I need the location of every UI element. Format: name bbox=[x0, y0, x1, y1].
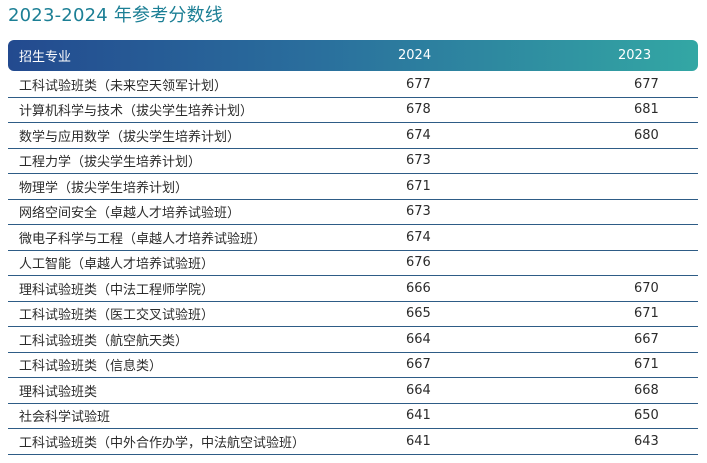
cell-major: 理科试验班类 bbox=[19, 384, 98, 400]
cell-2024: 677 bbox=[406, 76, 431, 92]
table-row: 工科试验班类（航空航天类） 664 667 bbox=[8, 327, 698, 353]
cell-major: 人工智能（卓越人才培养试验班） bbox=[19, 257, 215, 273]
cell-major: 计算机科学与技术（拔尖学生培养计划） bbox=[19, 104, 254, 120]
cell-2024: 673 bbox=[406, 153, 431, 169]
cell-2023: 677 bbox=[634, 76, 659, 92]
table-row: 计算机科学与技术（拔尖学生培养计划） 678 681 bbox=[8, 98, 698, 123]
cell-major: 工科试验班类（航空航天类） bbox=[19, 333, 189, 349]
table-row: 工科试验班类（未来空天领军计划） 677 677 bbox=[8, 72, 698, 98]
table-row: 网络空间安全（卓越人才培养试验班） 673 bbox=[8, 200, 698, 225]
cell-major: 工科试验班类（医工交叉试验班） bbox=[19, 308, 215, 324]
cell-major: 物理学（拔尖学生培养计划） bbox=[19, 180, 189, 196]
table-row: 工科试验班类（信息类） 667 671 bbox=[8, 353, 698, 378]
cell-2024: 641 bbox=[406, 408, 431, 424]
cell-2023: 671 bbox=[634, 306, 659, 322]
table-header: 招生专业 2024 2023 bbox=[8, 40, 698, 71]
cell-2024: 664 bbox=[406, 331, 431, 347]
cell-major: 工科试验班类（信息类） bbox=[19, 359, 163, 375]
cell-major: 数学与应用数学（拔尖学生培养计划） bbox=[19, 129, 241, 145]
cell-2024: 673 bbox=[406, 204, 431, 220]
table-row: 理科试验班类（中法工程师学院） 666 670 bbox=[8, 276, 698, 302]
table-row: 理科试验班类 664 668 bbox=[8, 378, 698, 404]
cell-2023: 670 bbox=[634, 280, 659, 296]
cell-2023: 680 bbox=[634, 127, 659, 143]
table-row: 工程力学（拔尖学生培养计划） 673 bbox=[8, 149, 698, 174]
table-row: 工科试验班类（中外合作办学，中法航空试验班） 641 643 bbox=[8, 429, 698, 455]
table-row: 人工智能（卓越人才培养试验班） 676 bbox=[8, 251, 698, 276]
cell-2024: 665 bbox=[406, 306, 431, 322]
cell-2023: 643 bbox=[634, 433, 659, 449]
cell-2023: 667 bbox=[634, 331, 659, 347]
table-row: 微电子科学与工程（卓越人才培养试验班） 674 bbox=[8, 225, 698, 251]
cell-2023: 681 bbox=[634, 102, 659, 118]
cell-2024: 667 bbox=[406, 357, 431, 373]
cell-2023: 671 bbox=[634, 357, 659, 373]
score-table: 招生专业 2024 2023 工科试验班类（未来空天领军计划） 677 677 计算机… bbox=[8, 40, 698, 455]
cell-major: 工科试验班类（未来空天领军计划） bbox=[19, 78, 228, 94]
cell-major: 工科试验班类（中外合作办学，中法航空试验班） bbox=[19, 435, 306, 451]
table-row: 工科试验班类（医工交叉试验班） 665 671 bbox=[8, 302, 698, 327]
table-row: 物理学（拔尖学生培养计划） 671 bbox=[8, 174, 698, 200]
cell-2024: 641 bbox=[406, 433, 431, 449]
cell-2024: 664 bbox=[406, 382, 431, 398]
cell-2023: 650 bbox=[634, 408, 659, 424]
table-row: 数学与应用数学（拔尖学生培养计划） 674 680 bbox=[8, 123, 698, 149]
cell-2024: 676 bbox=[406, 255, 431, 271]
cell-major: 社会科学试验班 bbox=[19, 410, 111, 426]
cell-2024: 674 bbox=[406, 127, 431, 143]
table-row: 社会科学试验班 641 650 bbox=[8, 404, 698, 429]
page-title: 2023-2024 年参考分数线 bbox=[8, 5, 224, 26]
cell-2024: 671 bbox=[406, 178, 431, 194]
cell-major: 理科试验班类（中法工程师学院） bbox=[19, 282, 215, 298]
cell-2024: 678 bbox=[406, 102, 431, 118]
header-major: 招生专业 bbox=[19, 50, 72, 65]
cell-2024: 666 bbox=[406, 280, 431, 296]
cell-major: 工程力学（拔尖学生培养计划） bbox=[19, 155, 202, 171]
cell-major: 网络空间安全（卓越人才培养试验班） bbox=[19, 206, 241, 222]
cell-2023: 668 bbox=[634, 382, 659, 398]
header-2024: 2024 bbox=[398, 48, 432, 63]
header-2023: 2023 bbox=[618, 48, 652, 63]
table-body: 工科试验班类（未来空天领军计划） 677 677 计算机科学与技术（拔尖学生培养计划）… bbox=[8, 72, 698, 455]
cell-major: 微电子科学与工程（卓越人才培养试验班） bbox=[19, 231, 267, 247]
cell-2024: 674 bbox=[406, 229, 431, 245]
